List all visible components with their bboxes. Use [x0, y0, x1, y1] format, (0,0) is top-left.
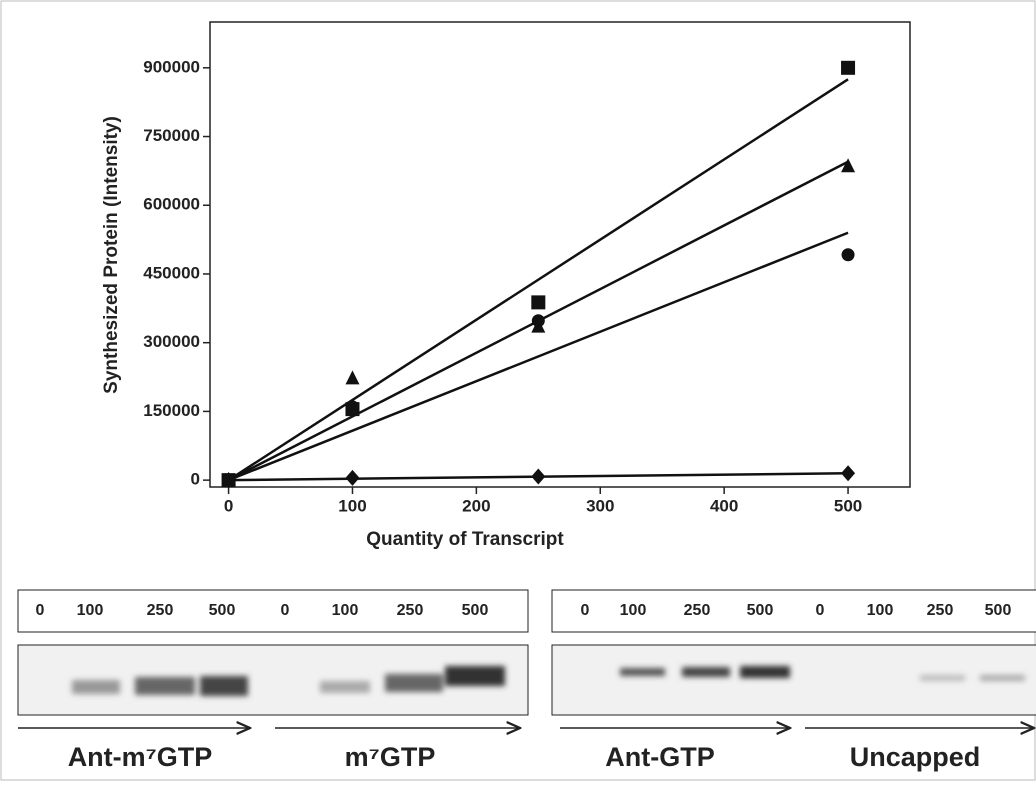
band [72, 680, 120, 694]
lane-label: 0 [36, 602, 45, 619]
lane-label: 100 [620, 602, 647, 619]
lane-label: 0 [281, 602, 290, 619]
lane-label: 250 [927, 602, 954, 619]
x-tick-label: 0 [224, 496, 233, 515]
x-tick-label: 300 [586, 496, 614, 515]
x-tick-label: 500 [834, 496, 862, 515]
group-label: Ant-m⁷GTP [68, 742, 213, 772]
band [200, 676, 248, 696]
data-point [842, 248, 855, 261]
band [135, 677, 195, 695]
y-tick-label: 600000 [143, 195, 200, 214]
band [320, 681, 370, 693]
lane-label: 250 [397, 602, 424, 619]
lane-label: 100 [867, 602, 894, 619]
group-label: Uncapped [850, 742, 981, 772]
lane-label: 250 [684, 602, 711, 619]
y-tick-label: 0 [191, 470, 200, 489]
data-point [345, 470, 359, 486]
figure: Quantity of Transcript Synthesized Prote… [0, 0, 1036, 781]
y-tick-label: 150000 [143, 401, 200, 420]
y-tick-label: 750000 [143, 126, 200, 145]
y-tick-label: 300000 [143, 332, 200, 351]
x-tick-label: 400 [710, 496, 738, 515]
data-point [841, 465, 855, 481]
y-tick-label: 900000 [143, 57, 200, 76]
band [682, 667, 730, 677]
fit-line [229, 79, 848, 480]
lane-label: 0 [581, 602, 590, 619]
x-tick-label: 100 [338, 496, 366, 515]
group-label: Ant-GTP [605, 742, 714, 772]
x-axis-label: Quantity of Transcript [366, 529, 564, 550]
lane-label: 500 [209, 602, 236, 619]
band [920, 675, 965, 681]
band [740, 666, 790, 678]
lane-label: 500 [747, 602, 774, 619]
plot-frame [210, 22, 910, 487]
group-label: m⁷GTP [345, 742, 436, 772]
y-tick-label: 450000 [143, 263, 200, 282]
data-point [531, 468, 545, 484]
data-point [346, 400, 359, 413]
data-point [841, 61, 855, 75]
band [980, 675, 1025, 681]
data-point [531, 295, 545, 309]
lane-label: 0 [816, 602, 825, 619]
y-axis-label: Synthesized Protein (Intensity) [101, 116, 122, 394]
lane-label: 500 [462, 602, 489, 619]
band [385, 674, 443, 692]
lane-label: 250 [147, 602, 174, 619]
lane-label: 100 [77, 602, 104, 619]
lane-label: 500 [985, 602, 1012, 619]
data-point [345, 370, 359, 384]
band [445, 666, 505, 686]
x-tick-label: 200 [462, 496, 490, 515]
lane-label: 100 [332, 602, 359, 619]
page: {"chart_data": {"type": "scatter", "x_la… [0, 0, 1036, 781]
fit-line [229, 233, 848, 480]
band [620, 668, 665, 676]
data-point [532, 314, 545, 327]
